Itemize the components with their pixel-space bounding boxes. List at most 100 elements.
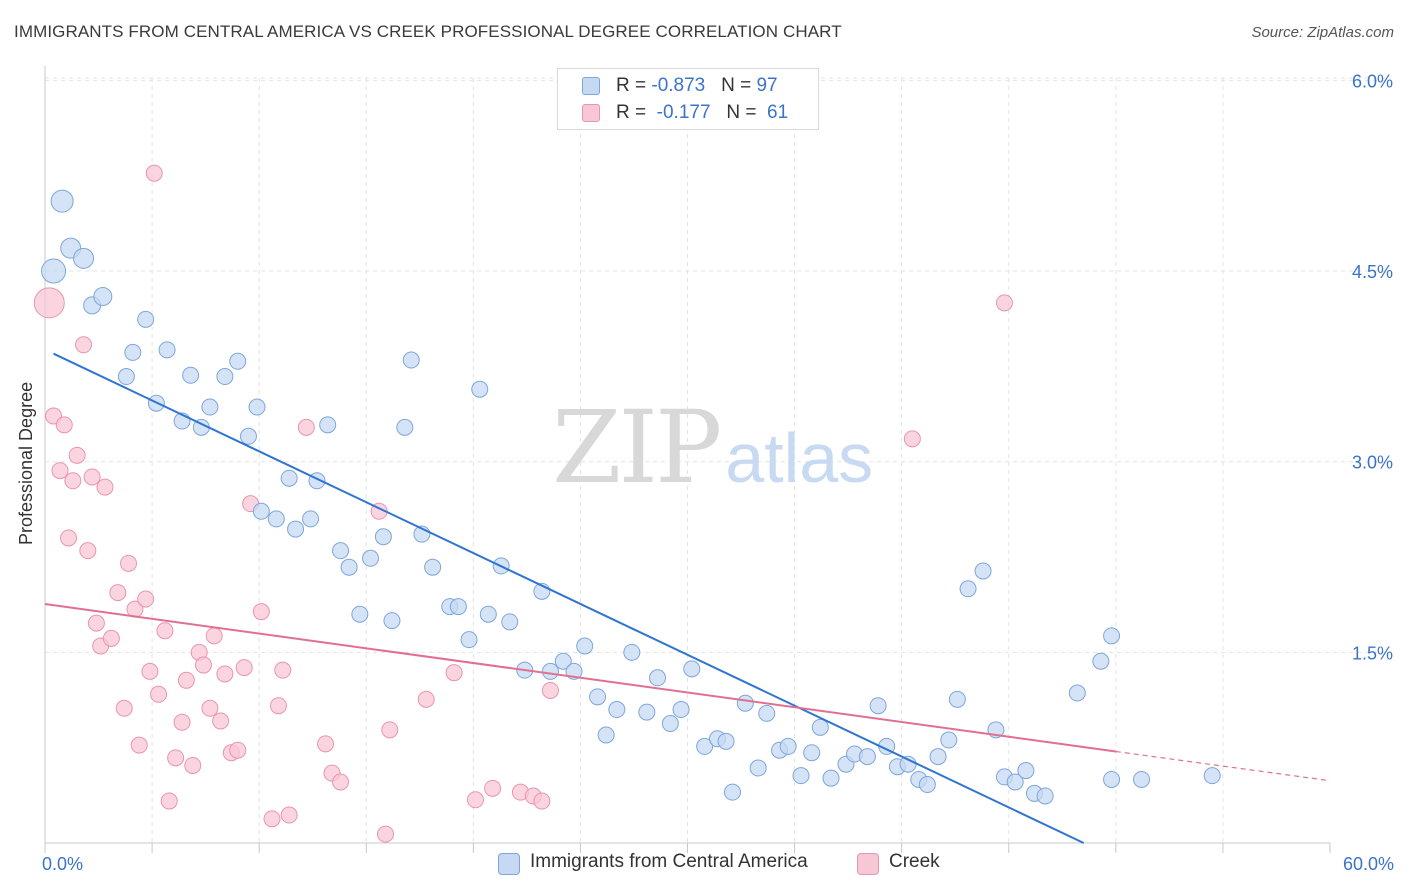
- axes: [44, 66, 1331, 853]
- r-value: -0.873: [651, 75, 706, 96]
- creek-point: [269, 697, 287, 715]
- central-america-point: [696, 737, 714, 755]
- y-tick-label: 3.0%: [1352, 453, 1393, 473]
- chart-title: IMMIGRANTS FROM CENTRAL AMERICA VS CREEK…: [14, 22, 842, 41]
- central-america-point: [758, 704, 776, 722]
- creek-point: [377, 825, 395, 843]
- creek-point: [317, 735, 335, 753]
- central-america-point: [736, 694, 754, 712]
- legend-swatch-pink: [582, 104, 600, 122]
- central-america-point: [93, 286, 113, 306]
- creek-point: [173, 713, 191, 731]
- creek-point: [381, 721, 399, 739]
- central-america-point: [1092, 652, 1110, 670]
- central-america-point: [402, 351, 420, 369]
- central-america-point: [717, 732, 735, 750]
- x-tick-label-min: 0.0%: [42, 854, 83, 874]
- central-america-point: [1068, 684, 1086, 702]
- gridlines: [45, 77, 1390, 843]
- creek-point: [75, 336, 93, 354]
- central-america-point: [1133, 770, 1151, 788]
- r-value: -0.177: [651, 102, 711, 123]
- central-america-point: [858, 748, 876, 766]
- creek-point: [201, 699, 219, 717]
- central-america-point: [589, 688, 607, 706]
- creek-point: [533, 792, 551, 810]
- creek-point: [102, 629, 120, 647]
- y-axis-label: Professional Degree: [16, 381, 36, 545]
- creek-point: [83, 468, 101, 486]
- x-tick-label-max: 60.0%: [1343, 854, 1394, 874]
- central-america-point: [822, 769, 840, 787]
- central-america-point: [803, 744, 821, 762]
- central-america-point: [117, 368, 135, 386]
- creek-point: [64, 472, 82, 490]
- creek-point: [252, 603, 270, 621]
- central-america-point: [287, 520, 305, 538]
- creek-trend-extension: [1115, 750, 1331, 782]
- y-tick-label: 4.5%: [1352, 262, 1393, 282]
- r-label: R =: [616, 75, 652, 96]
- central-america-point: [302, 510, 320, 528]
- central-america-point: [672, 701, 690, 719]
- creek-point: [263, 810, 281, 828]
- creek-point: [109, 584, 127, 602]
- creek-point: [332, 773, 350, 791]
- central-america-trend-line: [53, 352, 1085, 844]
- creek-point: [184, 756, 202, 774]
- central-america-point: [351, 605, 369, 623]
- creek-point: [280, 806, 298, 824]
- central-america-point: [319, 416, 337, 434]
- creek-point: [55, 416, 73, 434]
- creek-point: [167, 749, 185, 767]
- central-america-point: [597, 726, 615, 744]
- central-america-points: [41, 189, 1221, 805]
- central-america-point: [869, 697, 887, 715]
- central-america-point: [661, 715, 679, 733]
- n-value: 61: [761, 102, 789, 123]
- central-america-point: [1103, 770, 1121, 788]
- central-america-point: [216, 368, 234, 386]
- creek-point: [51, 462, 69, 480]
- legend-swatch-blue: [582, 77, 600, 95]
- creek-point: [903, 430, 921, 448]
- creek-point: [145, 164, 163, 182]
- creek-point: [160, 792, 178, 810]
- central-america-point: [239, 427, 257, 445]
- central-america-point: [959, 580, 977, 598]
- legend-label: Creek: [889, 851, 940, 872]
- creek-point: [115, 699, 133, 717]
- y-tick-label: 1.5%: [1352, 643, 1393, 663]
- creek-trend-line: [44, 603, 1116, 753]
- creek-point: [87, 614, 105, 632]
- n-value: 97: [756, 75, 778, 96]
- central-america-point: [1103, 627, 1121, 645]
- creek-point: [235, 659, 253, 677]
- central-america-point: [749, 759, 767, 777]
- legend-swatch-blue: [498, 853, 520, 875]
- central-america-point: [362, 549, 380, 567]
- creek-point: [541, 681, 559, 699]
- central-america-point: [229, 352, 247, 370]
- creek-point: [141, 662, 159, 680]
- source-label: Source: ZipAtlas.com: [1251, 24, 1394, 41]
- central-america-point: [541, 662, 559, 680]
- central-america-point: [50, 189, 74, 213]
- creek-point: [60, 529, 78, 547]
- creek-point: [417, 690, 435, 708]
- creek-point: [156, 622, 174, 640]
- creek-point: [96, 478, 114, 496]
- creek-point: [68, 446, 86, 464]
- central-america-point: [158, 341, 176, 359]
- n-label: N =: [726, 102, 762, 123]
- legend-label: Immigrants from Central America: [530, 851, 808, 872]
- central-america-point: [41, 258, 67, 284]
- central-america-point: [1006, 773, 1024, 791]
- creek-points: [33, 164, 1013, 843]
- central-america-point: [608, 701, 626, 719]
- central-america-point: [623, 643, 641, 661]
- creek-point: [216, 665, 234, 683]
- creek-point: [274, 661, 292, 679]
- creek-point: [137, 590, 155, 608]
- central-america-point: [383, 612, 401, 630]
